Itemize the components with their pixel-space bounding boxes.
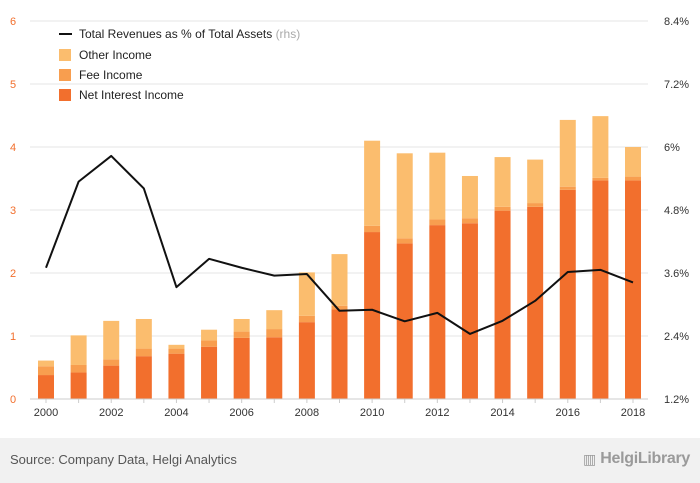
bar-fee-income <box>625 176 641 181</box>
bar-other-income <box>559 119 576 187</box>
bar-other-income <box>429 152 446 220</box>
bar-net-interest-income <box>625 180 641 399</box>
x-tick-label: 2014 <box>490 407 514 419</box>
footer: Source: Company Data, Helgi Analytics ▥ … <box>0 438 700 483</box>
skyline-icon: ▥ <box>583 451 597 467</box>
bar-fee-income <box>429 219 446 226</box>
legend-label: Net Interest Income <box>79 88 184 102</box>
bar-fee-income <box>461 218 478 224</box>
bar-other-income <box>461 175 478 219</box>
bar-fee-income <box>527 203 544 207</box>
y2-tick-label: 2.4% <box>664 331 689 343</box>
bar-net-interest-income <box>233 337 250 399</box>
x-tick-label: 2012 <box>425 407 449 419</box>
line-series-total-revenues <box>45 154 634 335</box>
x-tick-label: 2000 <box>34 407 58 419</box>
source-text: Source: Company Data, Helgi Analytics <box>10 452 237 467</box>
legend-swatch <box>59 49 71 61</box>
legend-label-line: Total Revenues as % of Total Assets (rhs… <box>79 27 300 41</box>
legend-label: Other Income <box>79 48 152 62</box>
y-tick-label: 4 <box>10 142 16 154</box>
bar-other-income <box>592 116 609 178</box>
legend-swatch <box>59 69 71 81</box>
legend-rhs-note: (rhs) <box>276 27 301 41</box>
bar-net-interest-income <box>364 232 381 399</box>
y-tick-label: 6 <box>10 16 16 28</box>
bar-fee-income <box>331 305 348 310</box>
y-tick-label: 5 <box>10 79 16 91</box>
bar-fee-income <box>38 366 54 376</box>
bar-net-interest-income <box>461 223 478 399</box>
bar-other-income <box>168 344 185 349</box>
x-tick-label: 2010 <box>360 407 384 419</box>
brand-name: HelgiLibrary <box>600 450 690 467</box>
bar-other-income <box>103 320 120 360</box>
bar-other-income <box>331 254 348 306</box>
bar-net-interest-income <box>494 210 511 399</box>
bar-other-income <box>201 329 218 341</box>
y-tick-label: 0 <box>10 394 16 406</box>
bar-fee-income <box>103 359 120 366</box>
brand-logo[interactable]: ▥ HelgiLibrary <box>583 450 690 468</box>
bar-net-interest-income <box>331 309 348 399</box>
y2-tick-label: 8.4% <box>664 16 689 28</box>
bar-net-interest-income <box>559 189 576 399</box>
bar-fee-income <box>135 348 152 357</box>
bar-fee-income <box>201 340 218 347</box>
bar-other-income <box>135 318 152 349</box>
bar-other-income <box>70 335 87 365</box>
bar-fee-income <box>494 206 511 211</box>
x-tick-label: 2006 <box>229 407 253 419</box>
bar-other-income <box>527 159 544 204</box>
y2-tick-label: 4.8% <box>664 205 689 217</box>
bar-net-interest-income <box>201 346 218 399</box>
bar-other-income <box>396 153 413 239</box>
bar-net-interest-income <box>527 206 544 399</box>
bar-net-interest-income <box>103 365 120 399</box>
bar-fee-income <box>364 225 381 233</box>
bar-fee-income <box>233 331 250 338</box>
bar-fee-income <box>168 348 185 354</box>
bar-other-income <box>298 272 315 316</box>
bar-fee-income <box>396 238 413 244</box>
bar-net-interest-income <box>135 356 152 399</box>
legend: Total Revenues as % of Total Assets (rhs… <box>59 27 300 102</box>
bar-other-income <box>625 147 641 177</box>
bar-other-income <box>364 140 381 226</box>
x-tick-label: 2008 <box>295 407 319 419</box>
y2-tick-label: 1.2% <box>664 394 689 406</box>
x-tick-label: 2018 <box>621 407 645 419</box>
bar-other-income <box>233 318 250 332</box>
bar-net-interest-income <box>592 180 609 399</box>
bar-fee-income <box>266 329 283 338</box>
bar-net-interest-income <box>298 322 315 399</box>
bar-other-income <box>266 310 283 330</box>
bar-fee-income <box>298 315 315 323</box>
bar-net-interest-income <box>168 353 185 399</box>
bar-fee-income <box>70 364 87 373</box>
legend-label: Fee Income <box>79 68 143 82</box>
x-tick-label: 2004 <box>164 407 188 419</box>
bar-net-interest-income <box>70 372 87 399</box>
bar-net-interest-income <box>38 375 54 399</box>
legend-swatch <box>59 89 71 101</box>
y-tick-label: 1 <box>10 331 16 343</box>
y-tick-label: 3 <box>10 205 16 217</box>
bar-other-income <box>494 157 511 207</box>
bar-other-income <box>38 360 54 367</box>
y2-tick-label: 6% <box>664 142 680 154</box>
y-tick-label: 2 <box>10 268 16 280</box>
x-tick-label: 2016 <box>556 407 580 419</box>
bar-net-interest-income <box>266 337 283 399</box>
y2-tick-label: 3.6% <box>664 268 689 280</box>
bar-fee-income <box>592 177 609 181</box>
bar-fee-income <box>559 186 576 190</box>
y2-tick-label: 7.2% <box>664 79 689 91</box>
x-tick-label: 2002 <box>99 407 123 419</box>
chart-svg: 0 1.2% 1 2.4% 2 3.6% 3 4.8% 4 6% 5 7.2% 6 8.4% 2000 200… <box>10 16 689 419</box>
